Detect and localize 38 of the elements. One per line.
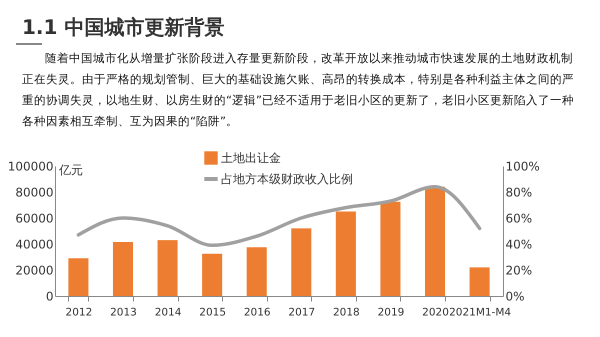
x-tick-label: 2017 (288, 306, 316, 318)
y-axis-title: 亿元 (58, 163, 83, 177)
bar (246, 247, 267, 296)
bar (112, 242, 134, 296)
bar (291, 228, 312, 296)
chart-subtitle: 随着中国城市化从增量扩张阶段进入存量更新阶段，改革开放以来推动城市快速发展的土地财政机制正在失灵。由于严格的规划管制、巨大的基础设施欠账、高昂的转换成本，特别是各种利益主体之间的严重的协调失灵，以地生财、以房生财的“逻辑”已经不适用于老旧小区的更新了，老旧小区更新陷入了一种各种因素相互牵制、互为因果的“陷阱”。 (22, 50, 575, 130)
legend-label: 占地方本级财政收入比例 (221, 172, 353, 186)
y2-tick-label: 60% (506, 212, 532, 226)
y-tick-label: 40000 (15, 238, 54, 252)
bar (336, 212, 356, 296)
y2-tick-label: 80% (506, 186, 532, 200)
x-tick-label: 2021M1-M4 (449, 306, 512, 318)
y-tick-label: 20000 (15, 264, 54, 278)
y2-tick-label: 40% (506, 238, 532, 252)
bar (380, 202, 400, 296)
x-tick-label: 2012 (66, 306, 92, 318)
x-tick-label: 2019 (378, 306, 404, 318)
bar (424, 186, 446, 296)
y-tick-label: 0 (46, 290, 54, 304)
x-tick-label: 2016 (244, 306, 271, 318)
y2-tick-label: 20% (506, 264, 532, 278)
x-tick-label: 2018 (333, 306, 360, 318)
bar (202, 254, 222, 296)
y-tick-label: 60000 (15, 212, 54, 226)
chart-title: 1.1 中国城市更新背景 (22, 14, 224, 41)
line-series (76, 185, 482, 248)
y2-tick-label: 0% (506, 290, 525, 304)
y2-tick-label: 100% (506, 160, 540, 174)
x-tick-label: 2020 (422, 306, 449, 318)
y-tick-label: 100000 (8, 160, 54, 174)
x-tick-label: 2013 (110, 306, 137, 318)
bar (158, 240, 178, 296)
bar (68, 258, 88, 296)
y-tick-label: 80000 (15, 186, 54, 200)
x-tick-label: 2015 (199, 306, 226, 318)
x-tick-label: 2014 (154, 306, 182, 318)
bar (470, 267, 490, 296)
legend-label: 土地出让金 (221, 151, 281, 165)
